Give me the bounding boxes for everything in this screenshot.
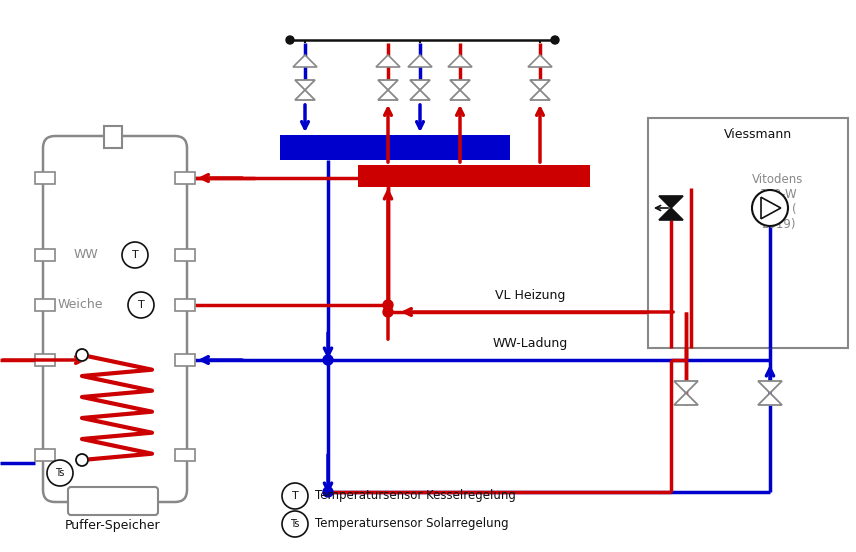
Text: Weiche: Weiche xyxy=(57,299,103,311)
Polygon shape xyxy=(758,393,782,405)
Circle shape xyxy=(323,487,333,497)
Circle shape xyxy=(47,460,73,486)
Polygon shape xyxy=(450,90,470,100)
Circle shape xyxy=(76,349,88,361)
Polygon shape xyxy=(410,90,430,100)
Polygon shape xyxy=(530,90,550,100)
Circle shape xyxy=(323,355,333,365)
Polygon shape xyxy=(659,196,683,208)
Bar xyxy=(35,354,55,366)
Circle shape xyxy=(76,454,88,466)
Circle shape xyxy=(551,36,559,44)
Circle shape xyxy=(286,36,294,44)
Bar xyxy=(175,354,195,366)
Circle shape xyxy=(76,349,88,361)
Circle shape xyxy=(282,511,308,537)
Bar xyxy=(175,299,195,311)
Polygon shape xyxy=(761,197,781,219)
Text: T: T xyxy=(292,491,299,501)
Bar xyxy=(35,449,55,461)
Circle shape xyxy=(76,454,88,466)
Polygon shape xyxy=(410,80,430,90)
Polygon shape xyxy=(378,90,398,100)
Bar xyxy=(104,126,122,148)
Bar xyxy=(648,118,848,348)
Polygon shape xyxy=(674,381,698,393)
FancyBboxPatch shape xyxy=(43,136,187,502)
Polygon shape xyxy=(674,393,698,405)
Polygon shape xyxy=(659,208,683,220)
Text: Ts: Ts xyxy=(290,519,300,529)
Text: Viessmann: Viessmann xyxy=(724,128,792,141)
Circle shape xyxy=(752,190,788,226)
Polygon shape xyxy=(528,55,552,67)
Polygon shape xyxy=(448,55,472,67)
Bar xyxy=(175,172,195,184)
Text: T: T xyxy=(138,300,145,310)
Circle shape xyxy=(282,483,308,509)
Polygon shape xyxy=(450,80,470,90)
Polygon shape xyxy=(376,55,400,67)
Polygon shape xyxy=(408,55,432,67)
Bar xyxy=(175,249,195,261)
Bar xyxy=(175,449,195,461)
Text: VL Heizung: VL Heizung xyxy=(495,289,565,302)
Text: Puffer-Speicher: Puffer-Speicher xyxy=(65,518,161,532)
Polygon shape xyxy=(293,55,317,67)
FancyBboxPatch shape xyxy=(68,487,158,515)
Text: Temperatursensor Solarregelung: Temperatursensor Solarregelung xyxy=(315,518,508,530)
Bar xyxy=(35,172,55,184)
Circle shape xyxy=(383,307,393,317)
Bar xyxy=(280,135,510,160)
Circle shape xyxy=(128,292,154,318)
Text: Temperatursensor Kesselregelung: Temperatursensor Kesselregelung xyxy=(315,490,516,502)
Bar xyxy=(35,249,55,261)
Bar xyxy=(358,165,590,187)
Text: T: T xyxy=(132,250,139,260)
Text: Ts: Ts xyxy=(56,468,65,478)
Text: WW: WW xyxy=(74,248,98,262)
Polygon shape xyxy=(530,80,550,90)
Polygon shape xyxy=(758,381,782,393)
Bar xyxy=(35,299,55,311)
Polygon shape xyxy=(295,90,315,100)
Circle shape xyxy=(122,242,148,268)
Polygon shape xyxy=(378,80,398,90)
Text: Vitodens
300-W
NEU! (
2019): Vitodens 300-W NEU! ( 2019) xyxy=(752,173,804,231)
Circle shape xyxy=(383,300,393,310)
Polygon shape xyxy=(295,80,315,90)
Text: WW-Ladung: WW-Ladung xyxy=(492,337,568,350)
